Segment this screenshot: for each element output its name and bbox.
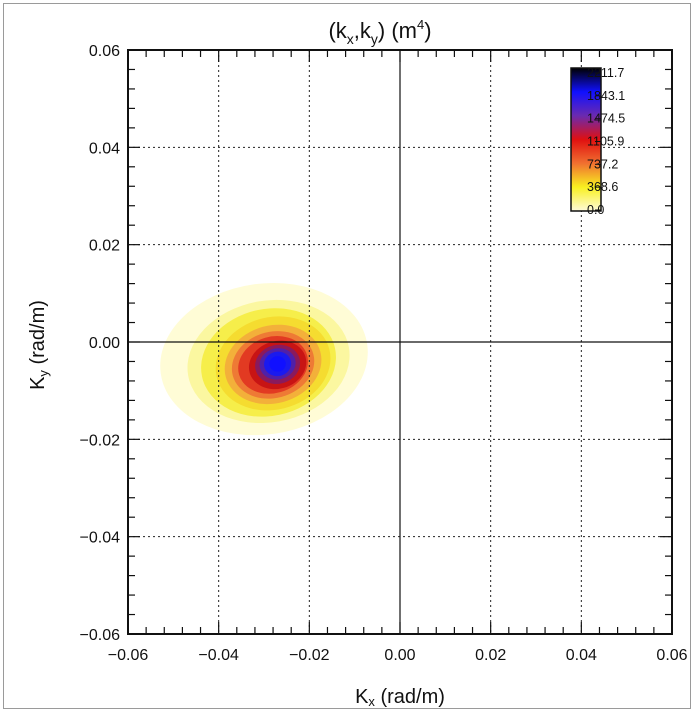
y-tick-label: −0.04: [80, 530, 121, 547]
x-tick-label: −0.06: [108, 647, 149, 664]
colorbar-label: 1474.5: [587, 112, 625, 126]
colorbar-label: 0.0: [587, 203, 604, 217]
x-axis-label: Kx (rad/m): [355, 686, 445, 709]
colorbar-label: 1843.1: [587, 89, 625, 103]
y-tick-label: −0.02: [80, 432, 121, 449]
x-tick-label: 0.04: [566, 647, 597, 664]
colorbar: 2211.7 1843.1 1474.5 1105.9 737.2 368.6 0.0: [570, 66, 625, 217]
x-tick-label: 0.00: [384, 647, 415, 664]
chart-title: (kx,ky) (m4): [328, 17, 431, 47]
colorbar-labels: 2211.7 1843.1 1474.5 1105.9 737.2 368.6 0.0: [587, 66, 625, 217]
colorbar-label: 737.2: [587, 157, 618, 171]
y-tick-label: 0.04: [89, 140, 120, 157]
y-tick-labels: −0.06 −0.04 −0.02 0.00 0.02 0.04 0.06: [80, 43, 121, 644]
zero-lines: [128, 50, 672, 634]
x-tick-label: −0.02: [289, 647, 330, 664]
figure-frame: [3, 3, 691, 709]
colorbar-label: 2211.7: [587, 66, 624, 80]
x-tick-labels: −0.06 −0.04 −0.02 0.00 0.02 0.04 0.06: [108, 647, 688, 664]
x-tick-label: 0.02: [475, 647, 506, 664]
contour-layer: [160, 282, 368, 436]
colorbar-border: [570, 67, 602, 212]
y-tick-label: −0.06: [80, 627, 121, 644]
y-axis-label: Ky (rad/m): [27, 300, 51, 390]
colorbar-label: 1105.9: [587, 135, 624, 149]
tick-marks: [127, 49, 673, 635]
x-tick-label: −0.04: [198, 647, 239, 664]
contour-level-11: [269, 356, 286, 372]
y-tick-label: 0.02: [89, 238, 120, 255]
x-tick-label: 0.06: [656, 647, 687, 664]
y-tick-label: 0.06: [89, 43, 120, 60]
y-tick-label: 0.00: [89, 335, 120, 352]
colorbar-label: 368.6: [587, 180, 618, 194]
